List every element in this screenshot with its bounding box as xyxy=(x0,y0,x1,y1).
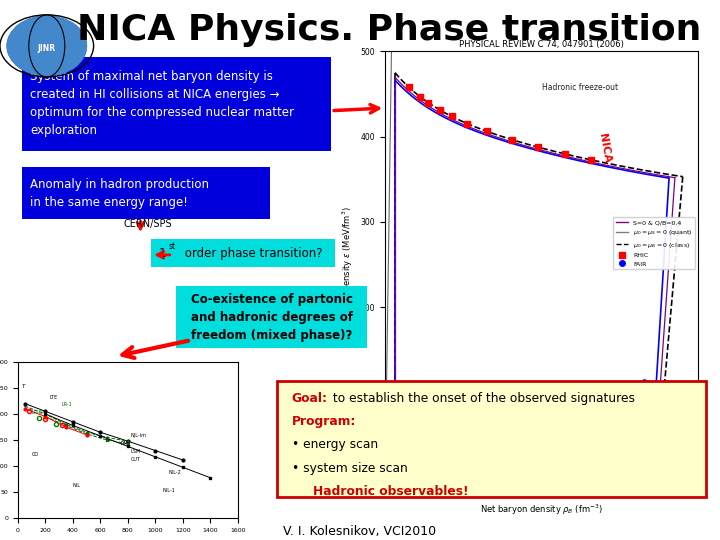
FancyBboxPatch shape xyxy=(277,381,706,497)
RHIC xyxy=(423,98,434,107)
FAIR xyxy=(575,388,587,396)
Text: Co-existence of partonic
and hadronic degrees of
freedom (mixed phase)?: Co-existence of partonic and hadronic de… xyxy=(191,293,353,342)
FancyBboxPatch shape xyxy=(151,239,335,267)
RHIC xyxy=(415,93,426,102)
RHIC xyxy=(507,136,518,144)
FAIR xyxy=(497,402,508,410)
FancyBboxPatch shape xyxy=(176,286,367,348)
Legend: S=0 & Q/B=0.4, $\mu_0=\mu_S=0$ (quant), $\mu_0=\mu_B=0$ (class), RHIC, FAIR: S=0 & Q/B=0.4, $\mu_0=\mu_S=0$ (quant), … xyxy=(613,218,696,269)
Text: T: T xyxy=(22,384,25,389)
Text: LTE: LTE xyxy=(50,395,58,400)
RHIC xyxy=(403,83,415,91)
Text: CERN/SPS: CERN/SPS xyxy=(123,219,172,229)
Text: System of maximal net baryon density is
created in HI collisions at NICA energie: System of maximal net baryon density is … xyxy=(30,70,294,138)
FAIR xyxy=(458,409,469,418)
FAIR xyxy=(638,378,649,387)
Text: order phase transition?: order phase transition? xyxy=(181,247,323,260)
X-axis label: $\mu_B$: $\mu_B$ xyxy=(122,539,133,540)
Circle shape xyxy=(7,16,86,76)
FAIR xyxy=(418,418,430,427)
Text: CO: CO xyxy=(32,452,39,457)
RHIC xyxy=(462,119,473,128)
FancyBboxPatch shape xyxy=(22,57,331,151)
RHIC xyxy=(532,143,544,151)
Text: LR-1: LR-1 xyxy=(62,402,73,407)
Text: • system size scan: • system size scan xyxy=(292,462,408,475)
Text: st: st xyxy=(168,242,176,251)
Circle shape xyxy=(7,16,86,76)
Text: Program:: Program: xyxy=(292,415,356,428)
RHIC xyxy=(446,112,457,121)
Text: 1: 1 xyxy=(158,247,166,260)
Title: PHYSICAL REVIEW C 74, 047901 (2006): PHYSICAL REVIEW C 74, 047901 (2006) xyxy=(459,40,624,49)
RHIC xyxy=(585,156,596,164)
Text: CUT: CUT xyxy=(130,457,140,462)
Text: RM: RM xyxy=(121,441,129,447)
Text: LR-O: LR-O xyxy=(32,410,43,415)
Text: NJL-Im: NJL-Im xyxy=(130,434,147,438)
Text: NIL-2: NIL-2 xyxy=(169,470,181,475)
Text: JINR: JINR xyxy=(37,44,56,53)
Text: LSM: LSM xyxy=(130,449,140,454)
Text: NICA Physics. Phase transition: NICA Physics. Phase transition xyxy=(76,13,701,46)
RHIC xyxy=(434,106,446,114)
Text: NIL-1: NIL-1 xyxy=(162,488,175,494)
Text: • energy scan: • energy scan xyxy=(292,438,378,451)
Text: Goal:: Goal: xyxy=(292,392,328,405)
Text: NIL: NIL xyxy=(73,483,81,488)
Text: NICA: NICA xyxy=(597,133,612,164)
FAIR xyxy=(536,395,547,403)
Text: Hadronic observables!: Hadronic observables! xyxy=(313,485,469,498)
Y-axis label: Energy density $\varepsilon$ (MeV/fm$^3$): Energy density $\varepsilon$ (MeV/fm$^3$… xyxy=(341,206,355,323)
RHIC xyxy=(559,150,571,158)
Text: to establish the onset of the observed signatures: to establish the onset of the observed s… xyxy=(329,392,635,405)
X-axis label: Net baryon density $\rho_B$ (fm$^{-3}$): Net baryon density $\rho_B$ (fm$^{-3}$) xyxy=(480,502,603,517)
FancyBboxPatch shape xyxy=(22,167,270,219)
RHIC xyxy=(481,127,492,136)
Text: V. I. Kolesnikov, VCI2010: V. I. Kolesnikov, VCI2010 xyxy=(284,525,436,538)
Text: Anomaly in hadron production
in the same energy range!: Anomaly in hadron production in the same… xyxy=(30,178,210,208)
FAIR xyxy=(614,382,626,390)
Text: Hadronic freeze-out: Hadronic freeze-out xyxy=(541,83,618,92)
